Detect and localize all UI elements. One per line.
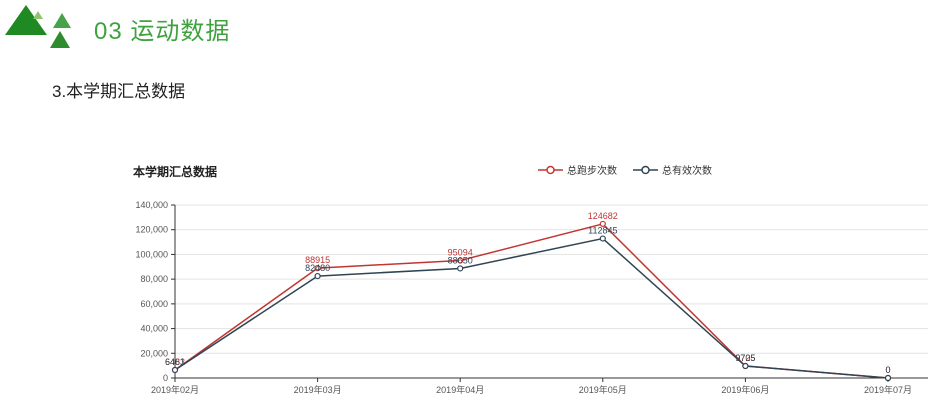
page-subtitle: 3.本学期汇总数据: [52, 82, 186, 101]
data-label: 124682: [588, 211, 618, 221]
data-point[interactable]: [171, 366, 179, 374]
data-label: 6461: [165, 357, 185, 367]
legend-item-0[interactable]: 总跑步次数: [538, 162, 617, 177]
data-point[interactable]: [884, 374, 892, 382]
legend-marker-icon: [538, 165, 563, 174]
data-point[interactable]: [457, 265, 464, 272]
data-label: 112845: [588, 226, 617, 236]
summary-line-chart: 本学期汇总数据 总跑步次数 总有效次数 0 20,000 40,000 60,000 80…: [130, 155, 930, 400]
data-point[interactable]: [314, 265, 321, 272]
logo-triangle-large-icon: [5, 5, 47, 35]
data-label: 88915: [305, 255, 330, 265]
y-axis-tick-label: 80,000: [140, 274, 168, 284]
logo-triangle-notch-icon: [33, 11, 43, 19]
chart-legend: 总跑步次数 总有效次数: [538, 162, 712, 177]
data-label: 6483: [165, 357, 185, 367]
data-point[interactable]: [314, 272, 321, 280]
data-label: 82480: [305, 263, 330, 273]
logo-triangle-low-icon: [50, 31, 70, 48]
y-axis-tick-label: 60,000: [140, 299, 168, 309]
legend-label: 总有效次数: [662, 166, 712, 177]
chart-plot-area: 0 20,000 40,000 60,000 80,000 100,000 120,000 1…: [135, 200, 928, 395]
x-axis-tick-label: 2019年05月: [579, 384, 627, 395]
data-point[interactable]: [599, 235, 606, 242]
data-point[interactable]: [457, 257, 464, 264]
x-axis-tick-label: 2019年06月: [721, 384, 769, 395]
y-axis-tick-label: 140,000: [135, 200, 168, 210]
series-line-0: [174, 223, 889, 379]
data-label: 95094: [448, 247, 473, 257]
legend-item-1[interactable]: 总有效次数: [633, 162, 712, 177]
section-title: 03 运动数据: [94, 18, 231, 45]
legend-marker-icon: [633, 165, 658, 174]
x-axis-tick-label: 2019年03月: [294, 384, 342, 395]
series-line-1: [174, 237, 889, 379]
y-axis-tick-label: 120,000: [135, 225, 168, 235]
x-axis-tick-label: 2019年04月: [436, 384, 484, 395]
data-point[interactable]: [599, 220, 606, 228]
y-axis-tick-label: 0: [163, 373, 168, 383]
data-point[interactable]: [742, 362, 749, 370]
y-axis-tick-label: 40,000: [140, 324, 168, 334]
app-logo: [4, 3, 78, 63]
y-axis-tick-label: 100,000: [135, 249, 168, 259]
data-label: 88650: [448, 255, 473, 265]
data-label: 9725: [735, 353, 755, 363]
legend-label: 总跑步次数: [567, 166, 617, 177]
data-label: 9705: [735, 353, 755, 363]
data-label: 0: [885, 365, 890, 375]
x-axis-tick-label: 2019年02月: [151, 384, 199, 395]
chart-title: 本学期汇总数据: [133, 165, 218, 179]
y-axis-tick-label: 20,000: [140, 348, 168, 358]
logo-triangle-mid-icon: [53, 13, 71, 28]
data-label: 0: [885, 365, 890, 375]
x-axis-tick-label: 2019年07月: [864, 384, 912, 395]
